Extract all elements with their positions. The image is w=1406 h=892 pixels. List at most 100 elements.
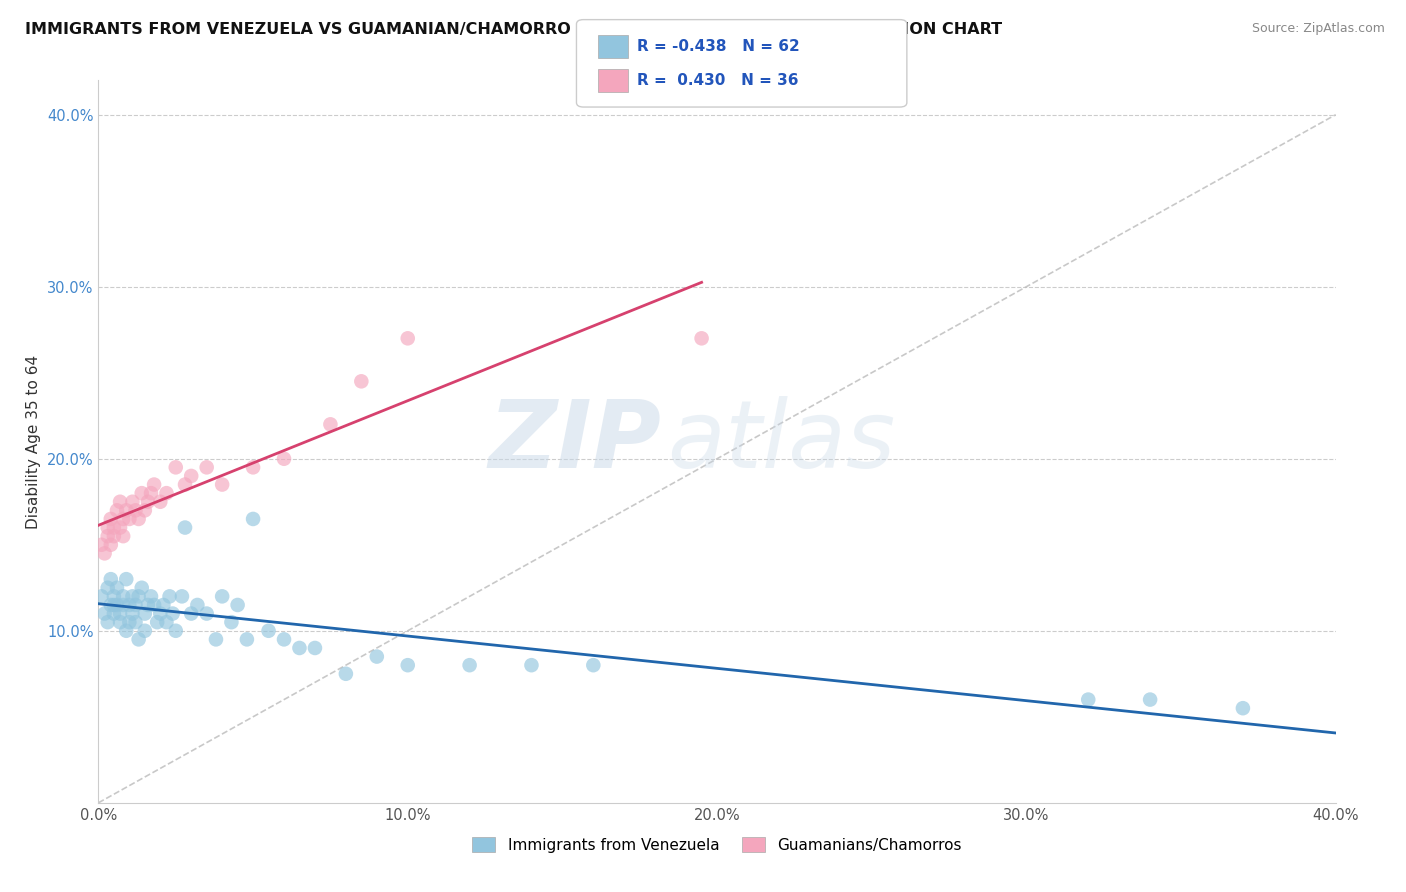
Point: [128, 590, 150, 604]
Point: [112, 529, 135, 543]
Point: [121, 590, 143, 604]
Point: [136, 598, 159, 612]
Point: [103, 590, 125, 604]
Point: [100, 598, 122, 612]
Point: [1077, 692, 1099, 706]
Point: [108, 494, 131, 508]
Point: [180, 469, 202, 483]
Point: [273, 451, 295, 466]
Point: [396, 658, 419, 673]
Point: [90, 590, 112, 604]
Point: [139, 486, 162, 500]
Point: [134, 624, 156, 638]
Point: [186, 598, 208, 612]
Point: [121, 494, 143, 508]
Point: [105, 581, 128, 595]
Point: [105, 503, 128, 517]
Point: [108, 520, 131, 534]
Point: [396, 331, 419, 345]
Point: [124, 503, 146, 517]
Point: [257, 624, 280, 638]
Point: [103, 607, 125, 621]
Point: [115, 503, 138, 517]
Point: [90, 538, 112, 552]
Point: [118, 598, 141, 612]
Point: [134, 607, 156, 621]
Point: [195, 460, 218, 475]
Point: [112, 590, 135, 604]
Point: [162, 607, 184, 621]
Point: [93, 546, 115, 560]
Point: [97, 615, 120, 630]
Point: [100, 572, 122, 586]
Point: [136, 494, 159, 508]
Point: [155, 615, 177, 630]
Point: [458, 658, 481, 673]
Point: [1232, 701, 1254, 715]
Point: [350, 375, 373, 389]
Point: [366, 649, 388, 664]
Point: [146, 615, 169, 630]
Point: [174, 520, 197, 534]
Point: [690, 331, 713, 345]
Point: [139, 590, 162, 604]
Point: [97, 581, 120, 595]
Point: [124, 615, 146, 630]
Point: [582, 658, 605, 673]
Point: [174, 477, 197, 491]
Point: [165, 460, 187, 475]
Point: [115, 624, 138, 638]
Point: [159, 590, 181, 604]
Point: [152, 598, 174, 612]
Point: [180, 607, 202, 621]
Point: [242, 512, 264, 526]
Point: [211, 477, 233, 491]
Point: [155, 486, 177, 500]
Point: [170, 590, 193, 604]
Point: [105, 598, 128, 612]
Point: [288, 640, 311, 655]
Point: [112, 598, 135, 612]
Legend: Immigrants from Venezuela, Guamanians/Chamorros: Immigrants from Venezuela, Guamanians/Ch…: [465, 829, 969, 860]
Point: [134, 503, 156, 517]
Point: [121, 607, 143, 621]
Point: [131, 486, 153, 500]
Point: [143, 598, 166, 612]
Y-axis label: Disability Age 35 to 64: Disability Age 35 to 64: [27, 354, 41, 529]
Text: ZIP: ZIP: [488, 395, 661, 488]
Point: [226, 598, 249, 612]
Point: [319, 417, 342, 432]
Text: R = -0.438   N = 62: R = -0.438 N = 62: [637, 39, 800, 54]
Point: [108, 615, 131, 630]
Text: IMMIGRANTS FROM VENEZUELA VS GUAMANIAN/CHAMORRO DISABILITY AGE 35 TO 64 CORRELAT: IMMIGRANTS FROM VENEZUELA VS GUAMANIAN/C…: [25, 22, 1002, 37]
Text: atlas: atlas: [668, 396, 896, 487]
Point: [335, 666, 357, 681]
Point: [115, 572, 138, 586]
Point: [103, 529, 125, 543]
Text: R =  0.430   N = 36: R = 0.430 N = 36: [637, 73, 799, 87]
Point: [124, 598, 146, 612]
Point: [97, 520, 120, 534]
Point: [221, 615, 243, 630]
Point: [1139, 692, 1161, 706]
Point: [103, 520, 125, 534]
Point: [100, 512, 122, 526]
Point: [304, 640, 326, 655]
Text: Source: ZipAtlas.com: Source: ZipAtlas.com: [1251, 22, 1385, 36]
Point: [165, 624, 187, 638]
Point: [205, 632, 228, 647]
Point: [143, 477, 166, 491]
Point: [211, 590, 233, 604]
Point: [93, 607, 115, 621]
Point: [149, 607, 172, 621]
Point: [118, 615, 141, 630]
Point: [128, 512, 150, 526]
Point: [103, 598, 125, 612]
Point: [108, 607, 131, 621]
Point: [100, 538, 122, 552]
Point: [112, 512, 135, 526]
Point: [97, 529, 120, 543]
Point: [273, 632, 295, 647]
Point: [118, 512, 141, 526]
Point: [128, 632, 150, 647]
